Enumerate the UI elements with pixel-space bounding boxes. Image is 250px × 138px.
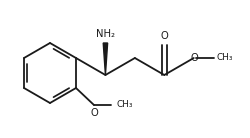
Polygon shape xyxy=(103,43,108,75)
Text: CH₃: CH₃ xyxy=(116,100,133,109)
Text: CH₃: CH₃ xyxy=(216,54,233,63)
Text: O: O xyxy=(160,31,168,41)
Text: O: O xyxy=(190,53,198,63)
Text: NH₂: NH₂ xyxy=(96,29,115,39)
Text: O: O xyxy=(90,108,98,118)
